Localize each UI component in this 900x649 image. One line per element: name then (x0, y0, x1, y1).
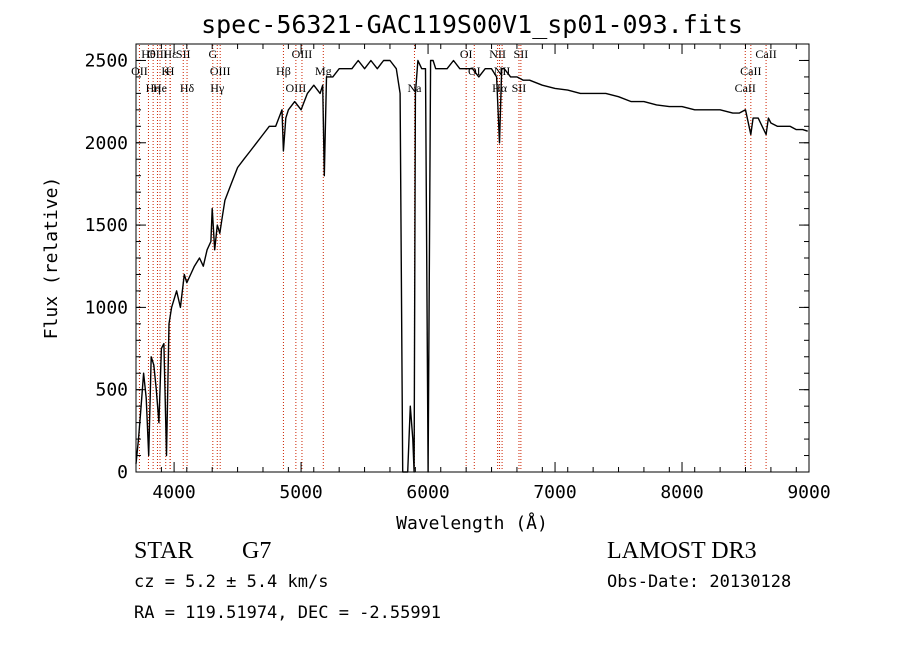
marker-label: Na (407, 81, 422, 95)
marker-label: OIII (210, 64, 231, 78)
marker-label: Hα (492, 81, 508, 95)
marker-label: He (153, 81, 167, 95)
y-axis: 0 500 1000 1500 2000 2500 (85, 43, 809, 483)
marker-label: CaII (740, 64, 761, 78)
marker-label: OII (131, 64, 148, 78)
plot-frame (135, 43, 810, 473)
x-tick-label: 9000 (787, 482, 830, 503)
y-axis-label: Flux (relative) (41, 177, 62, 340)
line-marker-labels: HθOIIHηOIIIKHeHεHHδSIIOIIIHγGHβOIIIOIIIM… (131, 47, 777, 95)
marker-label: NII (489, 47, 506, 61)
x-axis-label: Wavelength (Å) (396, 512, 548, 534)
x-tick-label: 5000 (279, 482, 322, 503)
y-tick-label: 2000 (85, 133, 128, 154)
marker-label: CaII (755, 47, 776, 61)
marker-label: H (166, 64, 175, 78)
marker-label: OIII (147, 47, 168, 61)
x-tick-label: 8000 (660, 482, 703, 503)
marker-label: K (161, 64, 170, 78)
object-subclass: G7 (242, 538, 272, 564)
marker-label: CaII (735, 81, 756, 95)
y-tick-label: 2500 (85, 50, 128, 71)
marker-label: Hγ (210, 81, 225, 95)
y-tick-label: 500 (95, 380, 128, 401)
series-line (135, 59, 808, 473)
marker-label: OIII (292, 47, 313, 61)
marker-label: OI (460, 47, 473, 61)
y-tick-label: 0 (117, 462, 128, 483)
marker-label: Mg (315, 64, 332, 78)
object-class: STAR (134, 538, 194, 564)
coordinates-text: RA = 119.51974, DEC = -2.55991 (134, 603, 442, 623)
marker-label: SII (512, 81, 527, 95)
marker-label: OIII (286, 81, 307, 95)
obs-date-text: Obs-Date: 20130128 (607, 572, 792, 592)
marker-label: G (208, 47, 217, 61)
marker-label: Hη (146, 81, 161, 95)
x-tick-label: 7000 (533, 482, 576, 503)
marker-label: Hθ (141, 47, 156, 61)
survey-label: LAMOST DR3 (607, 538, 757, 564)
spectrum-series (135, 59, 808, 473)
y-tick-label: 1500 (85, 215, 128, 236)
redshift-text: cz = 5.2 ± 5.4 km/s (134, 572, 329, 592)
y-tick-label: 1000 (85, 297, 128, 318)
marker-label: Hβ (276, 64, 291, 78)
marker-label: SII (514, 47, 529, 61)
marker-label: SII (176, 47, 191, 61)
chart-title: spec-56321-GAC119S00V1_sp01-093.fits (201, 10, 743, 39)
x-axis: 4000 5000 6000 7000 8000 9000 (135, 44, 831, 503)
marker-label: Hδ (180, 81, 195, 95)
x-tick-label: 6000 (406, 482, 449, 503)
line-markers (138, 45, 767, 471)
x-tick-label: 4000 (152, 482, 195, 503)
